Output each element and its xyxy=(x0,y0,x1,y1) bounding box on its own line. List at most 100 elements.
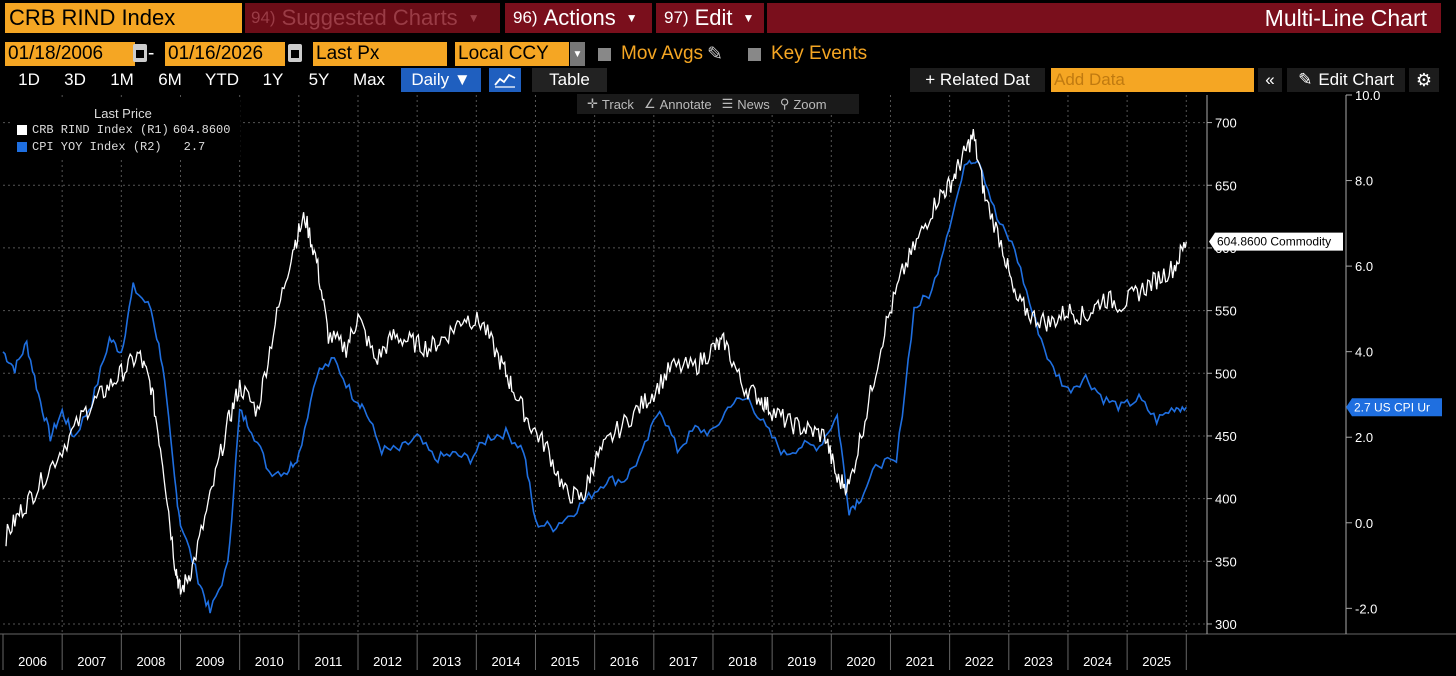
add-data-input[interactable]: Add Data xyxy=(1051,68,1254,92)
toolbar: 1D 3D 1M 6M YTD 1Y 5Y Max Daily ▼ Table … xyxy=(0,68,1456,92)
edit-menu[interactable]: 97) Edit ▼ xyxy=(656,3,764,33)
timeframe-6m[interactable]: 6M xyxy=(158,70,182,89)
crb-rind-line xyxy=(5,129,1187,595)
timeframe-ytd[interactable]: YTD xyxy=(205,70,239,89)
news-button[interactable]: News xyxy=(737,96,770,112)
x-tick-label: 2012 xyxy=(373,654,402,669)
suggested-charts-menu[interactable]: 94) Suggested Charts ▼ xyxy=(245,3,500,33)
x-tick-label: 2007 xyxy=(77,654,106,669)
x-tick-label: 2011 xyxy=(314,654,342,669)
series-layer xyxy=(2,129,1187,614)
x-tick-label: 2014 xyxy=(491,654,520,669)
legend-label: CPI YOY Index (R2) xyxy=(32,140,162,154)
timeframe-1d[interactable]: 1D xyxy=(18,70,40,89)
legend-value: 2.7 xyxy=(183,140,206,154)
annotate-button[interactable]: Annotate xyxy=(659,96,712,112)
timeframe-5y[interactable]: 5Y xyxy=(308,70,330,89)
tag-text: 2.7 US CPI Ur xyxy=(1354,400,1430,414)
y-right-tick-label: 10.0 xyxy=(1355,88,1380,103)
frequency-select[interactable]: Daily ▼ xyxy=(401,68,481,92)
track-button[interactable]: Track xyxy=(601,96,634,112)
legend: Last Price CRB RIND Index (R1) 604.8600 … xyxy=(10,99,240,159)
security-input[interactable]: CRB RIND Index xyxy=(5,3,242,33)
timeframe-3d[interactable]: 3D xyxy=(64,70,86,89)
zoom-button[interactable]: Zoom xyxy=(793,96,827,112)
end-date-text: 01/16/2026 xyxy=(168,43,264,64)
menu-number: 97) xyxy=(664,8,689,27)
news-icon[interactable]: ☰ xyxy=(721,96,734,111)
x-tick-label: 2021 xyxy=(906,654,935,669)
chevron-down-icon[interactable]: ▼ xyxy=(570,42,585,66)
legend-label: CRB RIND Index (R1) xyxy=(32,123,169,137)
axis-layer: 2006 2007 2008 2009 2010 2011 2012 2013 2014 2015… xyxy=(0,88,1456,670)
line-chart-icon[interactable] xyxy=(489,68,521,92)
calendar-icon[interactable] xyxy=(288,44,302,62)
legend-value: 604.8600 xyxy=(172,123,231,137)
table-button[interactable]: Table xyxy=(532,68,607,92)
timeframe-1m[interactable]: 1M xyxy=(110,70,134,89)
related-data-button[interactable]: + Related Dat xyxy=(910,68,1045,92)
menu-label: Suggested Charts xyxy=(281,5,458,30)
key-events-toggle[interactable]: Key Events xyxy=(748,42,867,66)
tag-shape xyxy=(1346,398,1442,417)
y-right-tick-label: 0.0 xyxy=(1355,516,1373,531)
legend-row-cpi: CPI YOY Index (R2) 2.7 xyxy=(17,140,205,154)
field-input[interactable]: Last Px xyxy=(313,42,447,66)
x-tick-label: 2017 xyxy=(669,654,698,669)
crb-last-value-tag: 604.8600 Commodity xyxy=(1209,232,1343,251)
pencil-icon[interactable]: ✎ xyxy=(707,43,723,65)
end-date-input[interactable]: 01/16/2026 xyxy=(165,42,285,66)
x-tick-label: 2015 xyxy=(551,654,580,669)
y-left-tick-label: 550 xyxy=(1215,304,1237,319)
grid xyxy=(3,95,1207,634)
legend-title: Last Price xyxy=(94,106,152,121)
checkbox[interactable] xyxy=(748,47,761,61)
key-events-label: Key Events xyxy=(771,43,868,64)
y-left-tick-label: 300 xyxy=(1215,617,1237,632)
y-right-tick-label: 4.0 xyxy=(1355,345,1373,360)
ticker-text: CRB RIND Index xyxy=(9,5,176,30)
checkbox[interactable] xyxy=(598,47,611,61)
crosshair-icon[interactable]: ✛ xyxy=(587,96,598,111)
page-title: Multi-Line Chart xyxy=(1264,4,1427,31)
x-tick-label: 2023 xyxy=(1024,654,1053,669)
currency-select[interactable]: Local CCY xyxy=(455,42,569,66)
calendar-icon[interactable] xyxy=(133,44,147,62)
mov-avgs-toggle[interactable]: Mov Avgs ✎ xyxy=(598,42,723,66)
gear-icon[interactable]: ⚙ xyxy=(1409,68,1439,92)
annotate-icon[interactable]: ∠ xyxy=(643,96,656,111)
y-left-tick-label: 500 xyxy=(1215,366,1237,381)
x-tick-label: 2025 xyxy=(1142,654,1171,669)
x-tick-label: 2018 xyxy=(728,654,757,669)
field-text: Last Px xyxy=(316,43,380,64)
x-tick-label: 2019 xyxy=(787,654,816,669)
edit-chart-button[interactable]: ✎ Edit Chart xyxy=(1287,68,1405,92)
start-date-input[interactable]: 01/18/2006 xyxy=(5,42,135,66)
x-tick-label: 2022 xyxy=(965,654,994,669)
timeframe-1y[interactable]: 1Y xyxy=(262,70,284,89)
tag-text: 604.8600 Commodity xyxy=(1217,235,1331,249)
x-tick-label: 2010 xyxy=(255,654,284,669)
tag-shape xyxy=(1209,232,1343,251)
y-right-tick-label: -2.0 xyxy=(1355,601,1377,616)
legend-swatch xyxy=(17,142,27,152)
y-right-tick-label: 6.0 xyxy=(1355,259,1373,274)
y-left-tick-label: 450 xyxy=(1215,429,1237,444)
x-tick-label: 2008 xyxy=(136,654,165,669)
collapse-icon[interactable]: « xyxy=(1258,68,1282,92)
cpi-yoy-line xyxy=(2,159,1187,614)
legend-swatch xyxy=(17,125,27,135)
x-tick-label: 2006 xyxy=(18,654,47,669)
x-tick-label: 2013 xyxy=(432,654,461,669)
y-left-tick-label: 650 xyxy=(1215,178,1237,193)
cpi-last-value-tag: 2.7 US CPI Ur xyxy=(1346,398,1442,417)
timeframe-max[interactable]: Max xyxy=(352,70,386,89)
menu-label: Actions xyxy=(543,5,616,30)
date-separator: - xyxy=(148,43,155,64)
zoom-icon[interactable]: ⚲ xyxy=(779,96,790,111)
y-left-tick-label: 350 xyxy=(1215,554,1237,569)
x-tick-label: 2016 xyxy=(610,654,639,669)
actions-menu[interactable]: 96) Actions ▼ xyxy=(505,3,652,33)
y-left-tick-label: 700 xyxy=(1215,116,1237,131)
chevron-down-icon: ▼ xyxy=(467,11,480,25)
